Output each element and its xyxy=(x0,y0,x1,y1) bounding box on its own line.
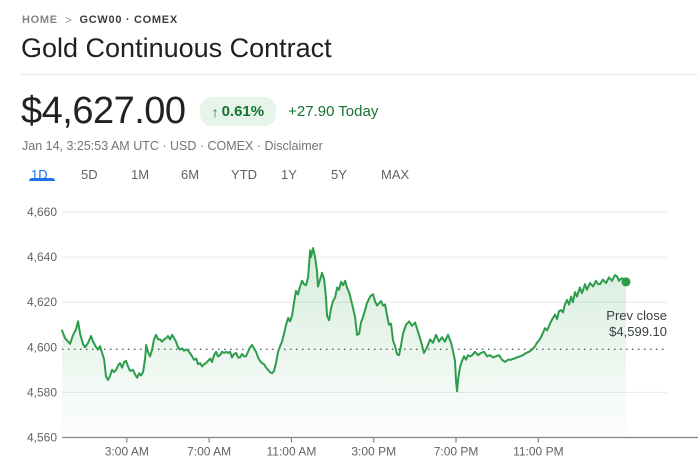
tab-label: 6M xyxy=(181,167,200,182)
prev-close-label: Prev close xyxy=(606,308,667,323)
tab-5y[interactable]: 5Y xyxy=(331,165,381,185)
timestamp-text: Jan 14, 3:25:53 AM UTC · USD · COMEX · xyxy=(22,139,265,153)
breadcrumb-home-link[interactable]: HOME xyxy=(22,14,58,26)
tab-1m[interactable]: 1M xyxy=(131,165,181,185)
tab-label: 1M xyxy=(131,167,150,182)
price-area-fill xyxy=(62,248,626,438)
up-arrow-icon: ↑ xyxy=(211,103,219,120)
y-axis-label: 4,640 xyxy=(27,250,57,264)
y-axis-label: 4,620 xyxy=(27,295,57,309)
tab-label: 5D xyxy=(81,167,98,182)
percent-change-badge: ↑ 0.61% xyxy=(199,97,277,126)
price-change-today: +27.90 Today xyxy=(288,103,379,120)
tab-label: 1Y xyxy=(281,167,297,182)
y-axis-label: 4,660 xyxy=(27,205,57,219)
y-axis-label: 4,560 xyxy=(27,431,57,445)
breadcrumb: HOME > GCW00 · COMEX xyxy=(22,13,178,27)
current-price: $4,627.00 xyxy=(21,90,186,132)
percent-change-value: 0.61% xyxy=(221,103,265,120)
disclaimer-link[interactable]: Disclaimer xyxy=(264,139,323,153)
active-tab-underline xyxy=(29,178,55,181)
x-axis-label: 3:00 AM xyxy=(105,445,149,459)
page-title: Gold Continuous Contract xyxy=(21,33,332,63)
tab-ytd[interactable]: YTD xyxy=(231,165,281,185)
x-axis-label: 7:00 AM xyxy=(187,445,231,459)
x-axis-label: 7:00 PM xyxy=(434,445,479,459)
tab-1d[interactable]: 1D xyxy=(29,165,81,185)
x-axis-label: 11:00 PM xyxy=(513,445,563,459)
price-line xyxy=(61,247,627,393)
price-row: $4,627.00 ↑ 0.61% +27.90 Today xyxy=(21,90,378,133)
quote-timestamp: Jan 14, 3:25:53 AM UTC · USD · COMEX · D… xyxy=(22,139,323,153)
y-axis-label: 4,600 xyxy=(27,340,57,354)
header-divider xyxy=(20,74,698,75)
tab-6m[interactable]: 6M xyxy=(181,165,231,185)
tab-5d[interactable]: 5D xyxy=(81,165,131,185)
tab-1y[interactable]: 1Y xyxy=(281,165,331,185)
tab-max[interactable]: MAX xyxy=(381,165,431,185)
last-price-dot xyxy=(621,277,631,287)
tab-label: 5Y xyxy=(331,167,347,182)
y-axis-label: 4,580 xyxy=(27,385,57,399)
chevron-right-icon: > xyxy=(64,13,73,27)
breadcrumb-symbol: GCW00 · COMEX xyxy=(79,14,178,26)
x-axis-label: 11:00 AM xyxy=(267,445,317,459)
tab-label: YTD xyxy=(231,167,257,182)
tab-label: MAX xyxy=(381,167,410,182)
range-tabs: 1D 5D 1M 6M YTD 1Y 5Y MAX xyxy=(29,165,431,185)
prev-close-annotation: Prev close $4,599.10 xyxy=(606,308,667,340)
x-axis-label: 3:00 PM xyxy=(351,445,396,459)
prev-close-value: $4,599.10 xyxy=(609,324,667,339)
